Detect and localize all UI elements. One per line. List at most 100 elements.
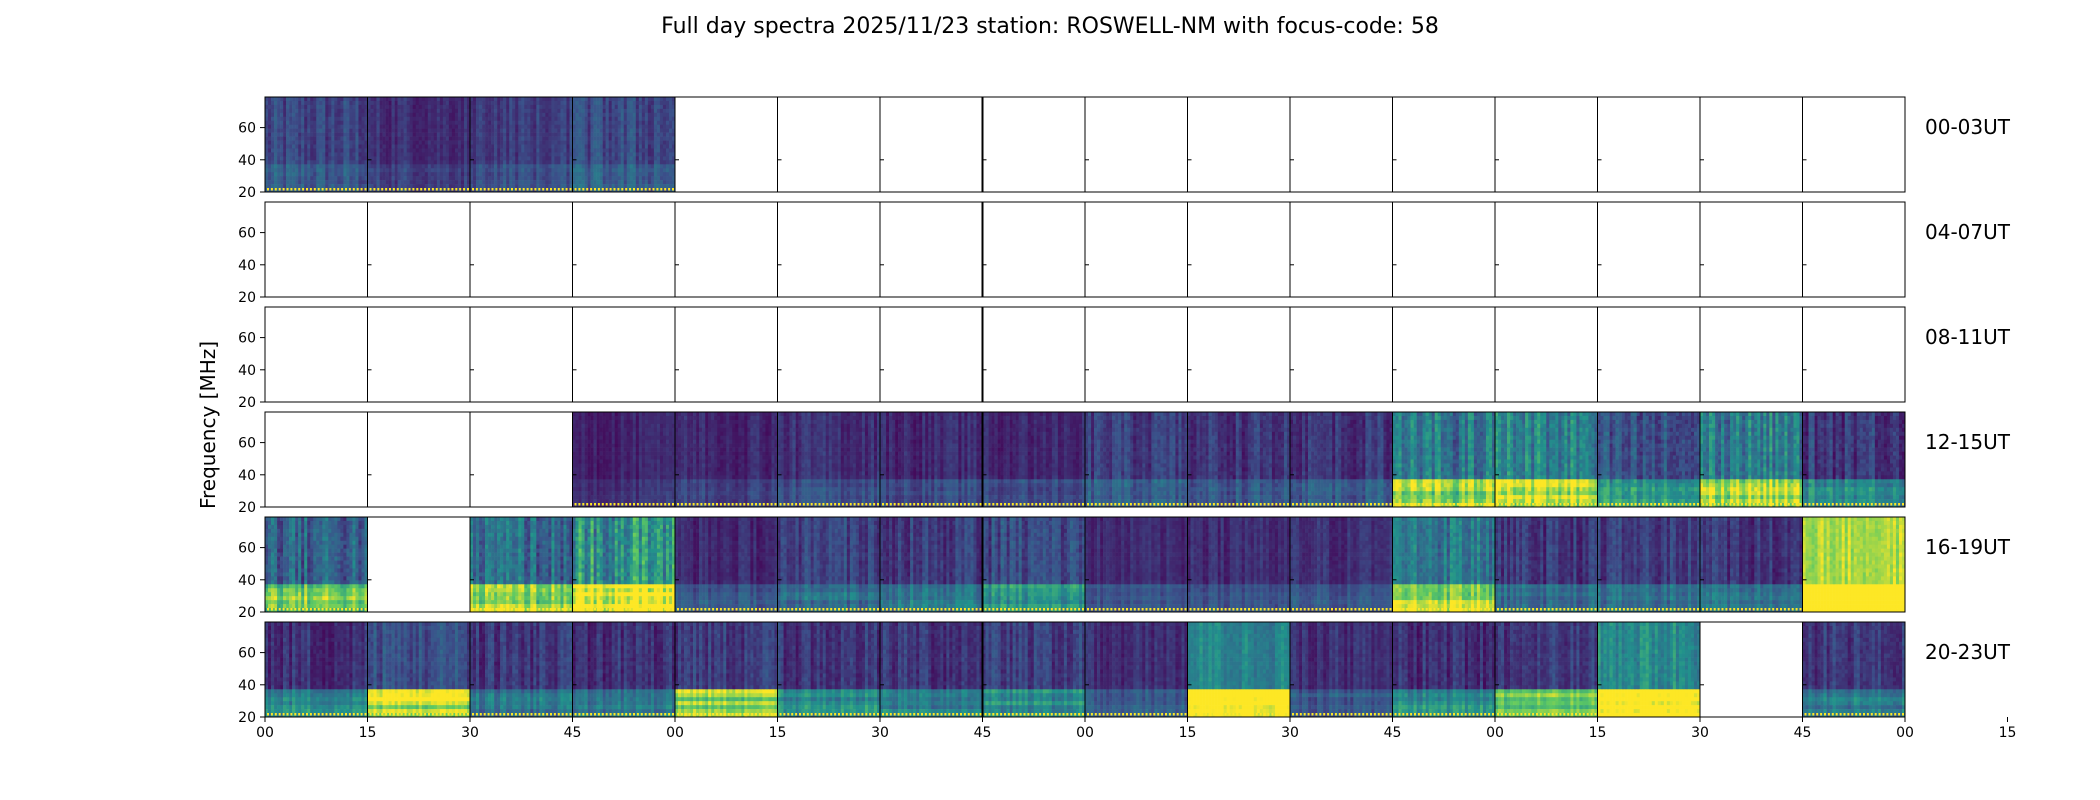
spectrum-cell [413, 168, 416, 172]
spectrum-cell [666, 460, 669, 464]
spectrum-cell [404, 137, 407, 141]
spectrum-cell [711, 440, 714, 444]
spectrum-cell [437, 156, 440, 160]
spectrum-cell [669, 412, 672, 416]
spectrum-cell [663, 424, 666, 428]
spectrum-cell [286, 97, 289, 101]
spectrum-cell [651, 467, 654, 471]
spectrum-cell [452, 168, 455, 172]
spectrum-cell [361, 160, 364, 164]
spectrum-cell [684, 416, 687, 420]
calibration-dot [602, 503, 604, 506]
spectrum-cell [443, 176, 446, 180]
spectrum-cell [645, 97, 648, 101]
spectrum-cell [669, 176, 672, 180]
spectrum-cell [431, 180, 434, 184]
spectrum-cell [322, 101, 325, 105]
spectrum-cell [313, 137, 316, 141]
spectrum-cell [690, 424, 693, 428]
spectrum-cell [684, 412, 687, 416]
spectrum-cell [576, 467, 579, 471]
spectrum-cell [585, 176, 588, 180]
spectrum-cell [307, 145, 310, 149]
spectrum-cell [756, 416, 759, 420]
spectrum-cell [621, 117, 624, 121]
calibration-dot [656, 188, 658, 191]
spectrum-cell [563, 109, 566, 113]
spectrum-cell [621, 452, 624, 456]
spectrum-cell [542, 145, 545, 149]
spectrum-cell [621, 172, 624, 176]
spectrum-cell [669, 109, 672, 113]
spectrum-cell [349, 184, 352, 188]
panel-frame [1803, 97, 1906, 192]
spectrum-cell [669, 452, 672, 456]
spectrum-cell [413, 141, 416, 145]
spectrum-cell [488, 172, 491, 176]
spectrum-cell [618, 184, 621, 188]
spectrum-cell [585, 184, 588, 188]
spectrum-cell [651, 440, 654, 444]
spectrum-cell [702, 420, 705, 424]
spectrum-cell [684, 444, 687, 448]
spectrum-cell [563, 101, 566, 105]
spectrum-cell [482, 160, 485, 164]
spectrum-cell [407, 109, 410, 113]
spectrum-cell [274, 168, 277, 172]
spectrum-cell [419, 176, 422, 180]
spectrum-cell [518, 109, 521, 113]
calibration-dot [480, 188, 482, 191]
spectrum-cell [639, 432, 642, 436]
spectrum-cell [642, 467, 645, 471]
calibration-dot [492, 188, 494, 191]
spectrum-cell [615, 479, 618, 483]
spectrum-cell [696, 456, 699, 460]
spectrum-cell [660, 487, 663, 491]
spectrum-cell [654, 463, 657, 467]
spectrum-cell [494, 113, 497, 117]
spectrum-cell [464, 148, 467, 152]
spectrum-cell [645, 452, 648, 456]
spectrum-cell [527, 121, 530, 125]
spectrum-cell [298, 145, 301, 149]
spectrum-cell [506, 160, 509, 164]
spectrum-cell [576, 491, 579, 495]
spectrum-cell [274, 172, 277, 176]
spectrum-cell [503, 97, 506, 101]
spectrum-cell [588, 424, 591, 428]
spectrum-cell [582, 491, 585, 495]
spectrum-cell [548, 172, 551, 176]
spectrum-cell [434, 180, 437, 184]
spectrum-cell [536, 145, 539, 149]
spectrum-cell [521, 148, 524, 152]
spectrum-cell [645, 456, 648, 460]
spectrum-cell [651, 137, 654, 141]
spectrum-cell [600, 475, 603, 479]
spectrum-cell [630, 121, 633, 125]
spectrum-cell [597, 424, 600, 428]
spectrum-cell [594, 109, 597, 113]
spectrum-cell [295, 133, 298, 137]
spectrum-cell [455, 156, 458, 160]
spectrum-cell [482, 184, 485, 188]
spectrum-cell [328, 97, 331, 101]
spectrum-cell [615, 487, 618, 491]
spectrum-cell [642, 156, 645, 160]
spectrum-cell [316, 121, 319, 125]
spectrum-cell [588, 141, 591, 145]
spectrum-cell [579, 176, 582, 180]
spectrum-cell [594, 168, 597, 172]
spectrum-cell [576, 444, 579, 448]
spectrum-cell [355, 148, 358, 152]
calibration-dot [333, 188, 335, 191]
spectrum-cell [352, 133, 355, 137]
spectrum-cell [319, 148, 322, 152]
spectrum-cell [506, 105, 509, 109]
spectrum-cell [452, 141, 455, 145]
spectrum-cell [615, 133, 618, 137]
spectrum-panel [470, 412, 573, 507]
spectrum-cell [669, 420, 672, 424]
spectrum-cell [268, 168, 271, 172]
spectrum-cell [533, 168, 536, 172]
spectrum-cell [527, 113, 530, 117]
